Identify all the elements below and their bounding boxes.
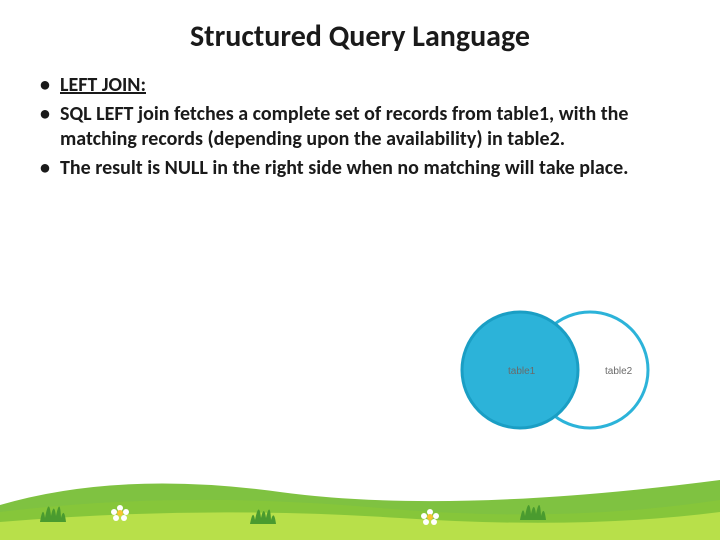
bullet-item: The result is NULL in the right side whe…	[38, 156, 690, 181]
slide-container: Structured Query Language LEFT JOIN: SQL…	[0, 0, 720, 540]
bullet-list: LEFT JOIN: SQL LEFT join fetches a compl…	[30, 73, 690, 181]
slide-title: Structured Query Language	[30, 18, 690, 55]
bullet-item: LEFT JOIN:	[38, 73, 690, 98]
venn-diagram: table1 table2	[440, 300, 670, 450]
venn-right-label: table2	[605, 366, 633, 377]
venn-left-label: table1	[508, 366, 536, 377]
bullet-item: SQL LEFT join fetches a complete set of …	[38, 102, 690, 152]
grass-decoration	[0, 450, 720, 540]
